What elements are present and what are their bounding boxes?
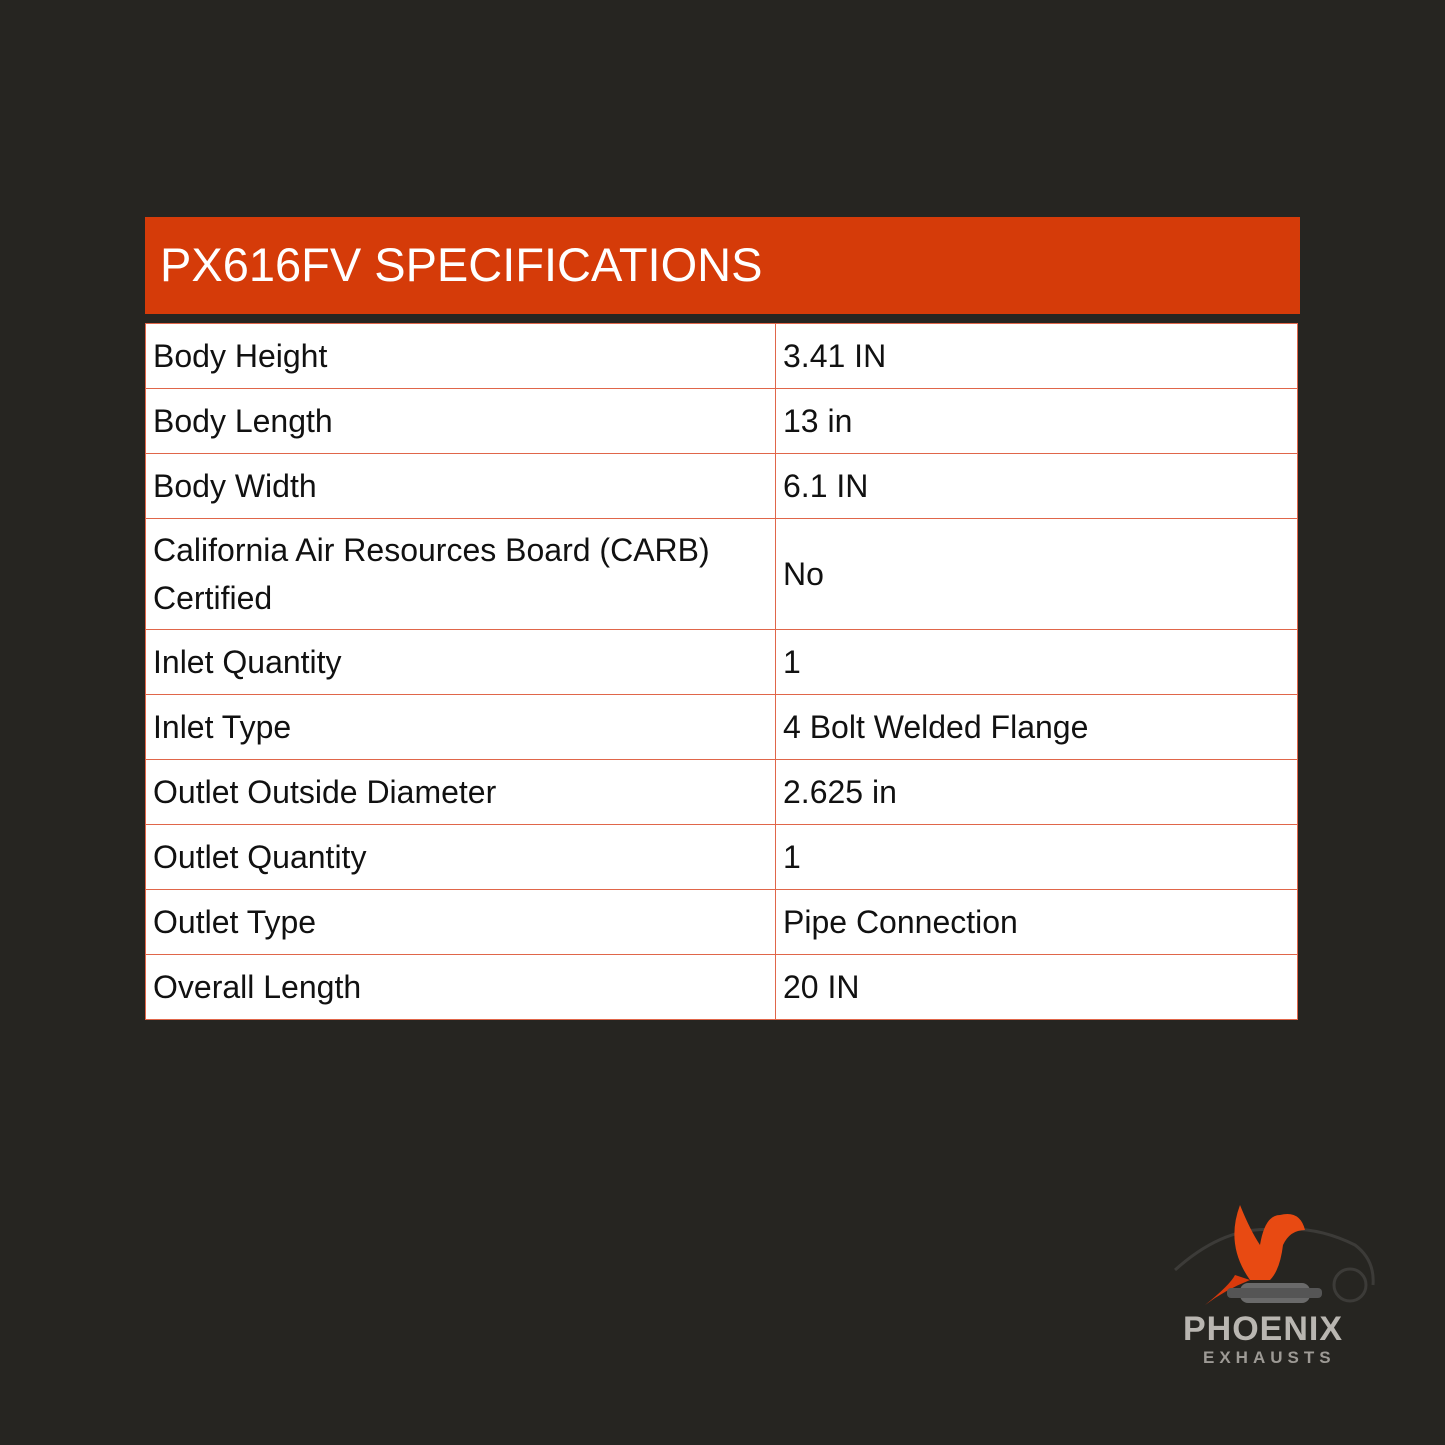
spec-value: 2.625 in xyxy=(775,759,1298,825)
table-row: Body Length 13 in xyxy=(145,388,1298,454)
spec-label: Outlet Outside Diameter xyxy=(145,759,776,825)
spec-value: 1 xyxy=(775,629,1298,695)
table-row: Outlet Quantity 1 xyxy=(145,824,1298,890)
spec-label: Overall Length xyxy=(145,954,776,1020)
table-row: Body Height 3.41 IN xyxy=(145,323,1298,389)
table-row: Outlet Type Pipe Connection xyxy=(145,889,1298,955)
phoenix-bird-icon xyxy=(1173,1205,1375,1305)
spec-label: Outlet Type xyxy=(145,889,776,955)
logo-tagline: EXHAUSTS xyxy=(1203,1348,1336,1367)
spec-table: Body Height 3.41 IN Body Length 13 in Body W… xyxy=(145,323,1298,1020)
spec-label: Body Width xyxy=(145,453,776,519)
table-row: Body Width 6.1 IN xyxy=(145,453,1298,519)
spec-label: Inlet Quantity xyxy=(145,629,776,695)
spec-value: 4 Bolt Welded Flange xyxy=(775,694,1298,760)
table-row: Inlet Quantity 1 xyxy=(145,629,1298,695)
page-title: PX616FV SPECIFICATIONS xyxy=(160,238,763,291)
table-row: California Air Resources Board (CARB) Ce… xyxy=(145,518,1298,630)
table-row: Overall Length 20 IN xyxy=(145,954,1298,1020)
logo-name: PHOENIX xyxy=(1183,1310,1344,1348)
table-row: Inlet Type 4 Bolt Welded Flange xyxy=(145,694,1298,760)
spec-value: No xyxy=(775,518,1298,630)
spec-value: 3.41 IN xyxy=(775,323,1298,389)
spec-label: Inlet Type xyxy=(145,694,776,760)
spec-label: Body Length xyxy=(145,388,776,454)
spec-header: PX616FV SPECIFICATIONS xyxy=(145,217,1300,314)
spec-value: 6.1 IN xyxy=(775,453,1298,519)
table-row: Outlet Outside Diameter 2.625 in xyxy=(145,759,1298,825)
spec-label: Body Height xyxy=(145,323,776,389)
spec-value: 20 IN xyxy=(775,954,1298,1020)
spec-value: 1 xyxy=(775,824,1298,890)
spec-label: California Air Resources Board (CARB) Ce… xyxy=(145,518,776,630)
spec-label: Outlet Quantity xyxy=(145,824,776,890)
phoenix-logo: PHOENIX EXHAUSTS xyxy=(1165,1185,1385,1370)
spec-value: 13 in xyxy=(775,388,1298,454)
spec-value: Pipe Connection xyxy=(775,889,1298,955)
